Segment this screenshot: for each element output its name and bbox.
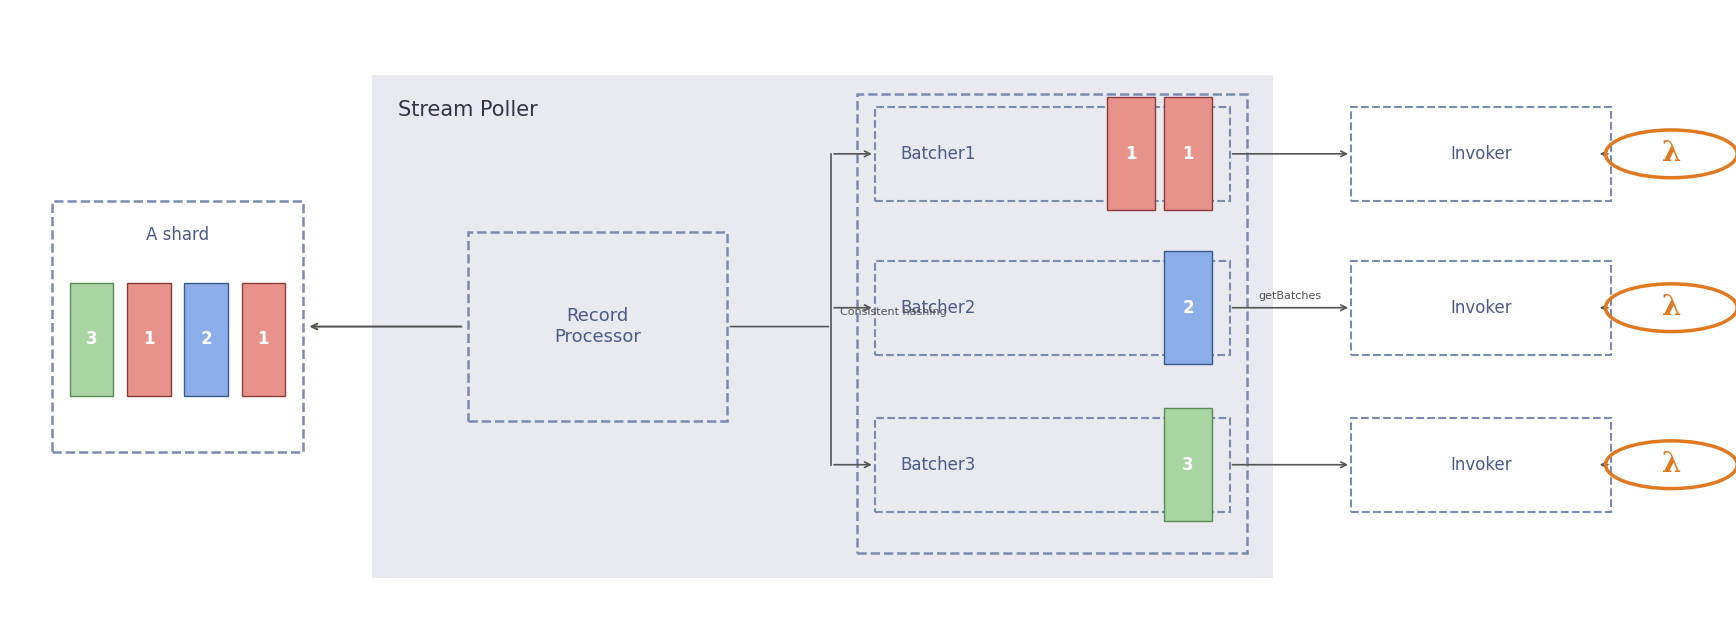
Text: λ: λ: [1661, 295, 1680, 321]
Text: Invoker: Invoker: [1450, 456, 1512, 474]
FancyBboxPatch shape: [69, 283, 113, 396]
FancyBboxPatch shape: [241, 283, 285, 396]
Text: 1: 1: [257, 330, 269, 348]
FancyBboxPatch shape: [1163, 97, 1212, 210]
Text: Record
Processor: Record Processor: [554, 307, 641, 346]
Text: getBatches: getBatches: [1259, 291, 1321, 301]
Text: 1: 1: [1182, 145, 1194, 163]
FancyBboxPatch shape: [1163, 251, 1212, 364]
Text: A shard: A shard: [146, 226, 208, 244]
Text: Stream Poller: Stream Poller: [398, 100, 538, 121]
FancyBboxPatch shape: [373, 75, 1272, 578]
Text: 3: 3: [87, 330, 97, 348]
FancyBboxPatch shape: [1108, 97, 1154, 210]
Text: 2: 2: [1182, 299, 1194, 317]
Text: 3: 3: [1182, 456, 1194, 474]
FancyBboxPatch shape: [1163, 408, 1212, 521]
FancyBboxPatch shape: [127, 283, 170, 396]
Text: λ: λ: [1661, 141, 1680, 167]
Text: Batcher2: Batcher2: [901, 299, 976, 317]
Text: Invoker: Invoker: [1450, 299, 1512, 317]
Text: Consistent hashing: Consistent hashing: [840, 307, 946, 317]
Text: 2: 2: [200, 330, 212, 348]
Text: Invoker: Invoker: [1450, 145, 1512, 163]
Text: Batcher1: Batcher1: [901, 145, 976, 163]
Text: Batcher3: Batcher3: [901, 456, 976, 474]
FancyBboxPatch shape: [184, 283, 227, 396]
Text: 1: 1: [1125, 145, 1137, 163]
Text: λ: λ: [1661, 452, 1680, 478]
Text: 1: 1: [142, 330, 155, 348]
